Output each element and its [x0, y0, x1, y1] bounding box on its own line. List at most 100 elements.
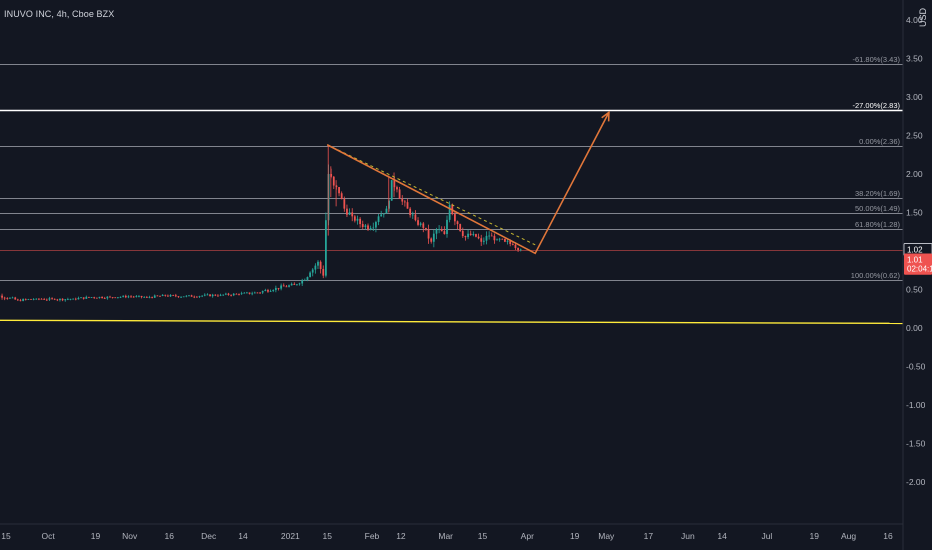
candle-body: [343, 199, 346, 209]
candle-body: [209, 294, 211, 297]
candle-body: [61, 298, 64, 301]
price-tag-label: 1.01: [907, 255, 923, 264]
candle-body: [382, 213, 385, 215]
candle-body: [443, 231, 446, 235]
time-axis: 15 Oct 19 Nov 16 Dec 14 2021 15 Feb 12 Mar 15 Apr 19 Ma…: [0, 523, 903, 541]
candle-body: [198, 296, 201, 297]
candle-body: [251, 293, 254, 295]
candle-body: [167, 295, 169, 297]
time-tick-label: Oct: [42, 531, 56, 541]
candle-body: [190, 295, 193, 297]
candle-body: [306, 277, 309, 280]
candle-body: [240, 293, 243, 295]
price-tick-label: -1.00: [906, 400, 926, 410]
price-tag: [904, 262, 932, 275]
candle-body: [396, 187, 398, 190]
candle-body: [35, 298, 38, 300]
fib-level-label: 38.20%(1.69): [855, 189, 901, 198]
candle-body: [369, 227, 372, 230]
candle-body: [485, 235, 488, 241]
fib-level-label: -27.00%(2.83): [852, 101, 900, 110]
candle-body: [214, 294, 217, 296]
candle-body: [488, 235, 491, 237]
price-tag: [904, 253, 932, 266]
candle-body: [56, 299, 59, 301]
candle-body: [30, 299, 32, 300]
candle-body: [459, 224, 462, 232]
candle-body: [340, 193, 343, 200]
candle-body: [269, 291, 272, 292]
candle-body: [472, 234, 475, 236]
dashed-trend-line: [326, 144, 536, 246]
candle-body: [319, 261, 322, 269]
candle-body: [174, 295, 177, 297]
candle-body: [496, 239, 498, 241]
candle-body: [385, 208, 388, 214]
candle-body: [356, 218, 359, 221]
candle-body: [40, 298, 43, 300]
candle-body: [422, 223, 425, 228]
projection-arrowhead: [601, 110, 610, 122]
candle-body: [361, 224, 364, 227]
candle-body: [95, 297, 98, 299]
time-tick-label: 14: [238, 531, 248, 541]
candle-body: [45, 299, 48, 301]
candle-body: [138, 295, 140, 297]
candle-body: [338, 187, 340, 194]
candle-body: [111, 297, 114, 298]
candle-body: [490, 235, 493, 237]
candle-body: [124, 295, 127, 298]
candle-body: [446, 219, 448, 235]
candle-body: [243, 292, 246, 294]
candle-body: [317, 261, 319, 266]
candle-body: [314, 265, 317, 270]
price-tick-label: 1.50: [906, 208, 923, 218]
candle-body: [19, 300, 22, 302]
time-tick-label: 19: [570, 531, 580, 541]
candle-body: [380, 214, 383, 217]
candle-body: [1, 295, 3, 298]
candle-body: [264, 290, 267, 292]
candle-body: [53, 298, 56, 300]
candle-body: [222, 294, 225, 296]
candle-body: [185, 295, 188, 297]
candle-body: [409, 208, 412, 216]
candle-body: [145, 296, 148, 298]
candle-body: [66, 299, 69, 300]
time-tick-label: 15: [322, 531, 332, 541]
candle-body: [85, 296, 88, 299]
candle-body: [493, 235, 496, 241]
candle-body: [301, 280, 304, 284]
candle-body: [14, 297, 17, 300]
time-tick-label: Jun: [681, 531, 695, 541]
candle-body: [324, 220, 327, 276]
candle-body: [161, 294, 164, 297]
candle-body: [127, 296, 130, 298]
candle-body: [172, 295, 175, 296]
time-tick-label: 15: [1, 531, 11, 541]
candle-body: [359, 218, 362, 225]
time-tick-label: Feb: [365, 531, 380, 541]
candle-body: [169, 295, 172, 297]
candle-body: [32, 299, 35, 300]
candle-body: [59, 298, 61, 301]
candle-body: [82, 297, 85, 299]
candle-body: [309, 272, 311, 278]
time-tick-label: Jul: [761, 531, 772, 541]
candle-body: [280, 285, 283, 289]
candle-body: [259, 292, 261, 294]
support-line-group: [0, 319, 904, 325]
candle-body: [364, 225, 367, 227]
price-tick-label: -0.50: [906, 362, 926, 372]
candle-body: [448, 204, 451, 220]
candle-body: [351, 212, 354, 217]
price-tick-label: -1.50: [906, 439, 926, 449]
fib-level-label: 100.00%(0.62): [851, 271, 901, 280]
time-tick-label: 14: [717, 531, 727, 541]
candle-body: [290, 283, 293, 286]
candle-body: [375, 221, 377, 228]
candle-body: [80, 297, 82, 299]
candle-body: [274, 287, 277, 291]
candle-body: [114, 297, 117, 299]
